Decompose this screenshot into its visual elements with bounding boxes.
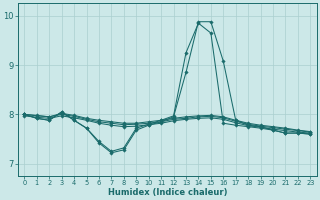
X-axis label: Humidex (Indice chaleur): Humidex (Indice chaleur) (108, 188, 227, 197)
